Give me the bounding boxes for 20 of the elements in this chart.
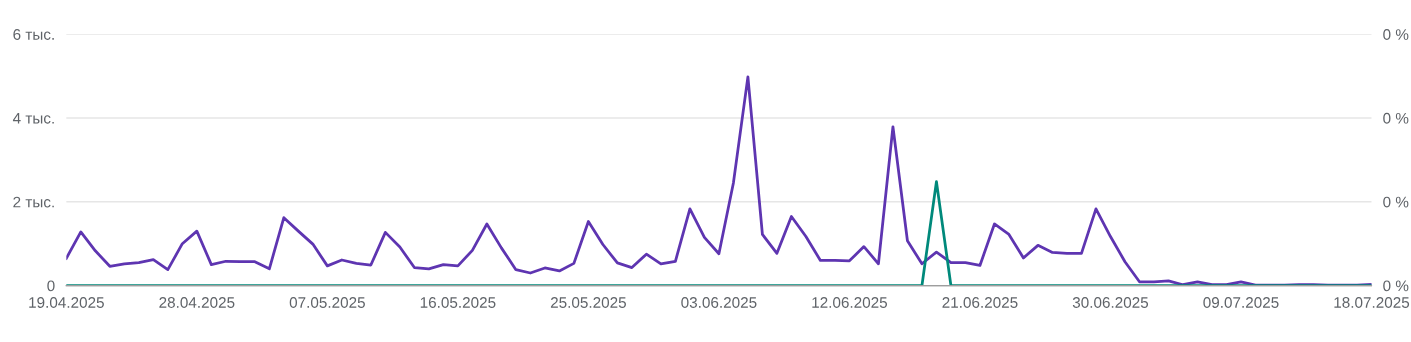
- y-tick-label: 0: [47, 280, 55, 292]
- x-tick-label: 28.04.2025: [159, 297, 235, 308]
- x-tick-label: 30.06.2025: [1072, 297, 1149, 308]
- x-tick-label: 18.07.2025: [1334, 297, 1410, 308]
- y2-tick-label: 0 %: [1383, 280, 1409, 292]
- x-tick-label: 16.05.2025: [420, 297, 496, 308]
- x-tick-label: 21.06.2025: [942, 297, 1018, 308]
- y2-tick-label: 0 %: [1383, 196, 1409, 208]
- y-tick-label: 6 тыс.: [13, 29, 54, 40]
- x-tick-label: 12.06.2025: [812, 297, 888, 308]
- x-tick-label: 25.05.2025: [550, 297, 626, 308]
- line-series: [66, 75, 1372, 286]
- x-tick-label: 07.05.2025: [289, 297, 365, 308]
- y-tick-label: 4 тыс.: [12, 113, 54, 124]
- x-tick-label: 09.07.2025: [1203, 297, 1279, 308]
- y2-tick-label: 0 %: [1383, 112, 1409, 124]
- y2-tick-label: 0 %: [1383, 29, 1409, 40]
- x-tick-label: 19.04.2025: [29, 297, 104, 308]
- y-tick-label: 2 тыс.: [13, 196, 54, 208]
- x-tick-label: 03.06.2025: [681, 297, 757, 308]
